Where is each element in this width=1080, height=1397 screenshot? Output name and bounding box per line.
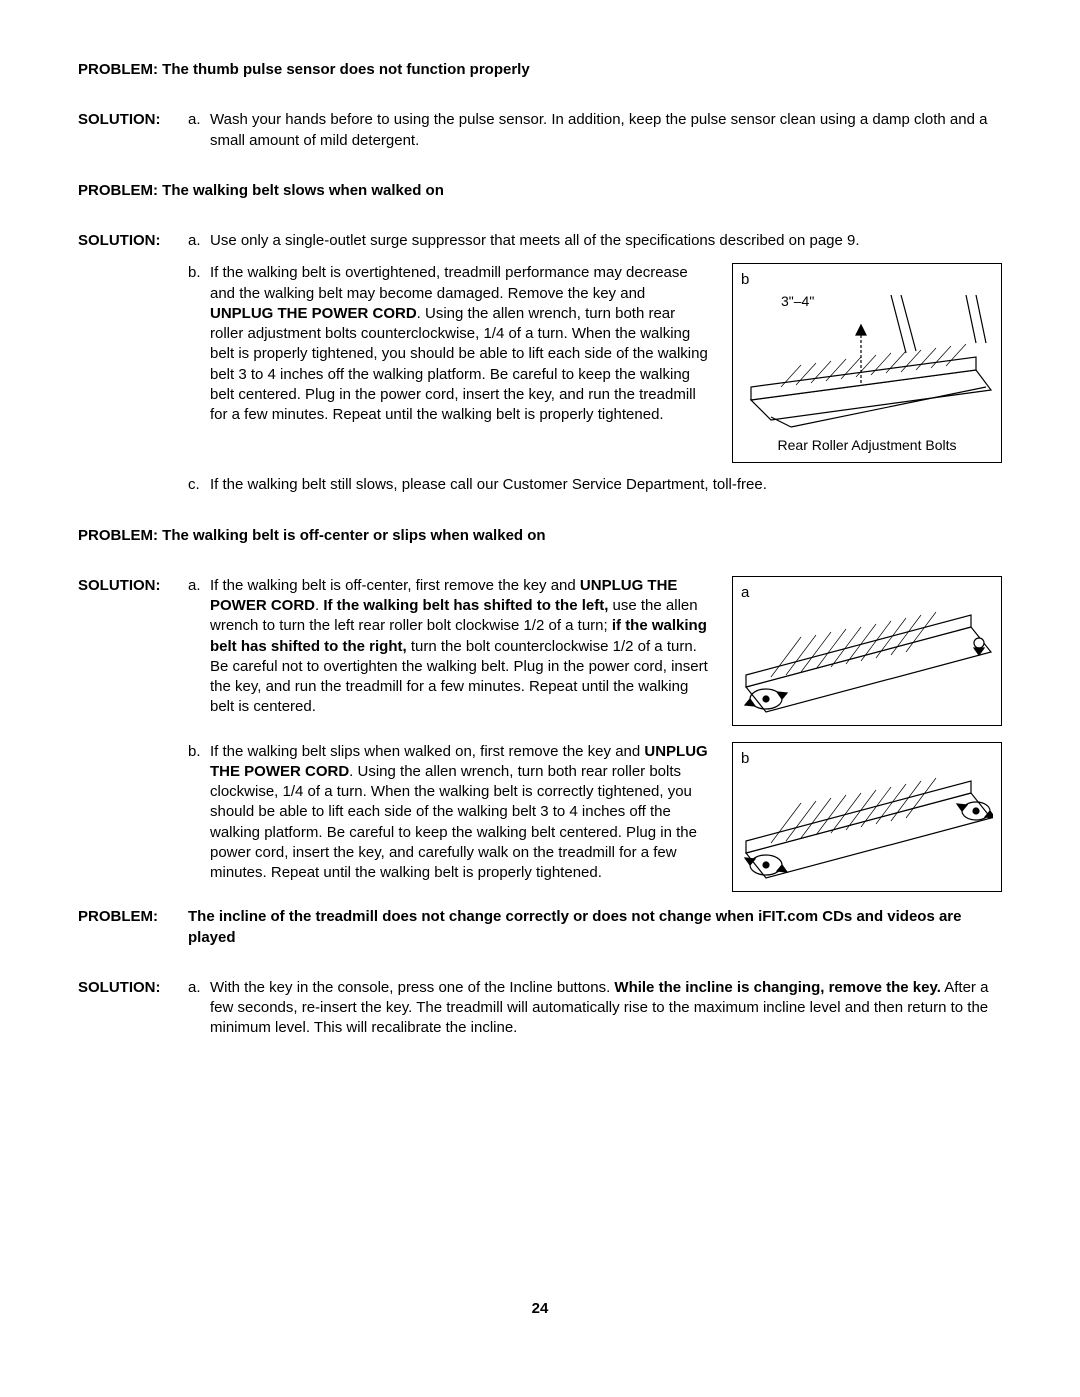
solution-label: SOLUTION: (78, 576, 188, 730)
solution-text: If the walking belt slips when walked on… (210, 742, 712, 884)
solution-text: Use only a single-outlet surge suppresso… (210, 231, 1002, 251)
solution-letter: a. (188, 978, 210, 1039)
problem-title-text: The incline of the treadmill does not ch… (188, 907, 1000, 948)
solution-text: Wash your hands before to using the puls… (210, 110, 1002, 151)
solution-text: If the walking belt still slows, please … (210, 475, 1002, 495)
solution-row: b. If the walking belt is overtightened,… (78, 263, 1002, 463)
problem-heading: PROBLEM: The walking belt slows when wal… (78, 181, 1002, 201)
solution-letter: a. (188, 576, 210, 596)
page-number: 24 (78, 1299, 1002, 1319)
problem-heading: PROBLEM: The thumb pulse sensor does not… (78, 60, 1002, 80)
solution-label: SOLUTION: (78, 231, 188, 251)
figure-label: a (741, 583, 993, 603)
solution-row: c. If the walking belt still slows, plea… (78, 475, 1002, 495)
figure-label: b (741, 749, 993, 769)
figure-belt-slip: b (732, 742, 1002, 892)
figure-caption: Rear Roller Adjustment Bolts (741, 436, 993, 455)
treadmill-bolt-a-icon (741, 607, 993, 719)
treadmill-rear-icon (741, 295, 993, 430)
figure-label: b (741, 270, 993, 290)
solution-letter: b. (188, 263, 210, 283)
solution-letter: a. (188, 231, 210, 251)
solution-label: SOLUTION: (78, 978, 188, 1039)
figure-belt-adjustment: b 3"–4" (732, 263, 1002, 463)
solution-text: If the walking belt is off-center, first… (210, 576, 712, 718)
treadmill-bolt-b-icon (741, 773, 993, 885)
solution-letter: a. (188, 110, 210, 151)
figure-belt-center: a (732, 576, 1002, 726)
solution-row: b. If the walking belt slips when walked… (78, 742, 1002, 896)
solution-text: With the key in the console, press one o… (210, 978, 1002, 1039)
solution-row: SOLUTION: a. Wash your hands before to u… (78, 110, 1002, 151)
solution-letter: b. (188, 742, 210, 762)
problem-heading: PROBLEM: The walking belt is off-center … (78, 526, 1002, 546)
solution-row: SOLUTION: a. Use only a single-outlet su… (78, 231, 1002, 251)
figure-measure: 3"–4" (781, 292, 814, 311)
solution-label: SOLUTION: (78, 110, 188, 151)
solution-row: SOLUTION: a. If the walking belt is off-… (78, 576, 1002, 730)
solution-text: If the walking belt is overtightened, tr… (210, 263, 712, 425)
solution-letter: c. (188, 475, 210, 495)
problem-heading: PROBLEM:The incline of the treadmill doe… (78, 907, 1002, 948)
solution-row: SOLUTION: a. With the key in the console… (78, 978, 1002, 1039)
